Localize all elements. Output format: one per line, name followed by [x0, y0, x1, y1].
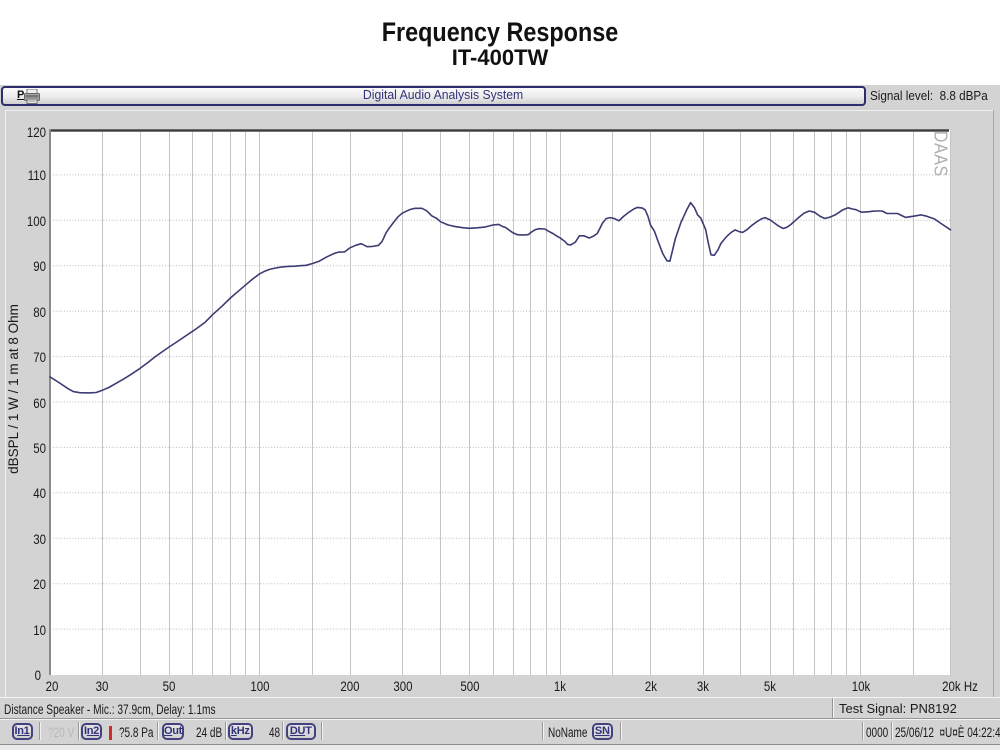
svg-text:DAAS: DAAS: [930, 131, 951, 177]
